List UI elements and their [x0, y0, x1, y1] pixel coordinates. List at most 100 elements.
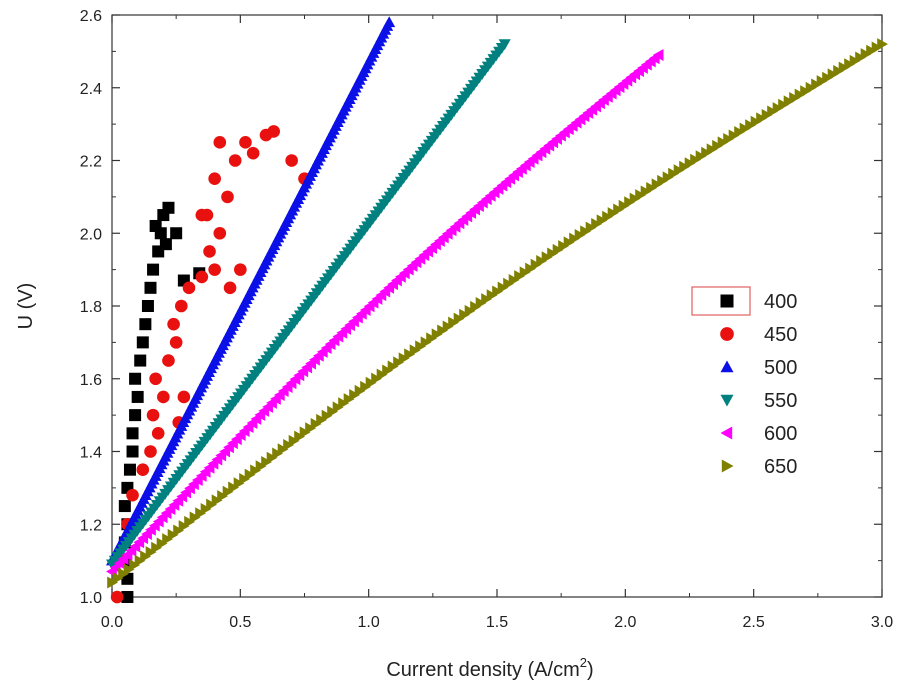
- legend-item-400: 400: [720, 291, 797, 313]
- data-point: [624, 196, 635, 209]
- x-tick-label: 1.0: [358, 614, 380, 631]
- data-point: [855, 51, 866, 64]
- data-point: [866, 44, 877, 57]
- data-point: [811, 78, 822, 91]
- legend-label: 500: [764, 357, 797, 379]
- y-axis-title: U (V): [15, 283, 37, 330]
- data-point: [778, 98, 789, 111]
- series-600: [106, 49, 664, 578]
- data-point: [327, 405, 338, 418]
- series-550: [106, 39, 511, 571]
- x-axis-title: Current density (A/cm2): [386, 655, 593, 681]
- data-point: [475, 297, 487, 310]
- data-point: [349, 389, 360, 402]
- y-tick-label: 2.4: [80, 81, 102, 98]
- data-point: [131, 390, 144, 403]
- data-point: [170, 227, 183, 240]
- data-point: [761, 108, 773, 121]
- series-450: [110, 125, 311, 604]
- data-point: [157, 390, 170, 404]
- x-tick-label: 0.5: [229, 614, 251, 631]
- data-point: [217, 490, 228, 503]
- data-point: [657, 174, 668, 187]
- data-point: [255, 460, 267, 473]
- data-point: [129, 559, 140, 572]
- data-point: [464, 304, 476, 317]
- data-point: [126, 427, 139, 440]
- legend-label: 550: [764, 390, 797, 412]
- data-point: [234, 263, 247, 276]
- data-point: [756, 112, 767, 125]
- data-point: [448, 316, 459, 329]
- data-point: [321, 409, 333, 422]
- data-point: [602, 210, 613, 223]
- data-point: [208, 263, 221, 276]
- x-tick-label: 2.0: [614, 614, 636, 631]
- data-point: [822, 71, 833, 84]
- data-point: [652, 49, 664, 62]
- data-point: [514, 270, 525, 283]
- data-point: [145, 546, 157, 559]
- data-point: [126, 445, 139, 458]
- data-point: [129, 409, 142, 422]
- data-point: [162, 354, 175, 367]
- data-point: [498, 39, 511, 51]
- legend-marker: [720, 394, 734, 407]
- data-point: [816, 75, 828, 88]
- data-point: [860, 48, 872, 61]
- data-point: [182, 281, 196, 295]
- data-point: [574, 228, 586, 241]
- data-point: [126, 488, 139, 502]
- y-tick-label: 2.2: [80, 154, 102, 171]
- data-point: [228, 154, 242, 167]
- data-point: [470, 300, 481, 313]
- data-point: [662, 171, 674, 184]
- data-point: [442, 320, 454, 333]
- data-point: [211, 494, 223, 507]
- legend-marker: [721, 459, 734, 473]
- data-point: [354, 384, 366, 397]
- data-point: [285, 154, 298, 167]
- data-point: [228, 481, 239, 494]
- x-axis-title-tail: ): [587, 659, 594, 681]
- x-axis-title-sup: 2: [580, 655, 587, 670]
- x-axis: 0.0 0.5 1.0 1.5 2.0 2.5 3.0: [101, 15, 893, 631]
- data-point: [233, 477, 245, 490]
- data-point: [492, 285, 503, 298]
- data-point: [734, 126, 745, 139]
- data-point: [635, 189, 646, 202]
- data-point: [343, 393, 355, 406]
- data-point: [139, 318, 152, 331]
- data-point: [134, 354, 147, 367]
- x-tick-label: 1.5: [486, 614, 508, 631]
- data-point: [585, 221, 597, 234]
- data-point: [431, 328, 443, 341]
- data-point: [772, 102, 784, 115]
- data-point: [426, 332, 437, 345]
- y-tick-label: 1.2: [80, 517, 102, 534]
- y-tick-label: 2.6: [80, 8, 102, 25]
- data-point: [310, 418, 322, 431]
- data-point: [646, 181, 657, 194]
- data-point: [382, 364, 393, 377]
- data-point: [267, 125, 281, 138]
- data-point: [223, 281, 237, 295]
- data-point: [184, 515, 195, 528]
- data-point: [701, 146, 712, 159]
- data-point: [871, 41, 883, 54]
- data-point: [800, 85, 811, 98]
- data-point: [739, 122, 751, 135]
- data-point: [679, 160, 690, 173]
- data-point: [547, 247, 558, 260]
- data-point: [206, 498, 217, 511]
- data-point: [178, 520, 190, 533]
- data-point: [596, 214, 608, 227]
- data-point: [208, 172, 221, 185]
- legend-marker: [720, 327, 734, 341]
- data-point: [316, 413, 327, 426]
- data-point: [123, 463, 136, 476]
- data-point: [420, 336, 432, 349]
- data-point: [695, 150, 707, 163]
- data-point: [673, 164, 685, 177]
- data-point: [112, 572, 124, 585]
